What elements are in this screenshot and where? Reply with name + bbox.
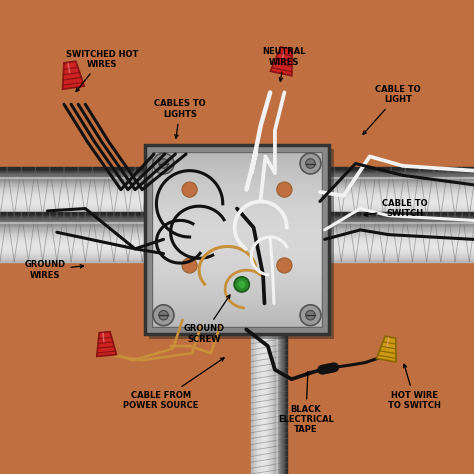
Circle shape bbox=[182, 258, 197, 273]
Circle shape bbox=[300, 153, 321, 174]
Bar bbox=[145, 145, 329, 334]
Text: GROUND
SCREW: GROUND SCREW bbox=[183, 295, 230, 344]
Text: CABLE TO
LIGHT: CABLE TO LIGHT bbox=[363, 85, 421, 134]
Circle shape bbox=[153, 305, 174, 326]
Polygon shape bbox=[63, 61, 84, 89]
Text: CABLE FROM
POWER SOURCE: CABLE FROM POWER SOURCE bbox=[123, 358, 224, 410]
Text: HOT WIRE
TO SWITCH: HOT WIRE TO SWITCH bbox=[388, 364, 441, 410]
Bar bbox=[149, 149, 334, 339]
Circle shape bbox=[159, 310, 168, 320]
Text: GROUND
WIRES: GROUND WIRES bbox=[25, 261, 83, 280]
Circle shape bbox=[234, 277, 249, 292]
Polygon shape bbox=[376, 336, 396, 362]
Text: CABLES TO
LIGHTS: CABLES TO LIGHTS bbox=[155, 100, 206, 138]
Circle shape bbox=[182, 182, 197, 197]
Text: NEUTRAL
WIRES: NEUTRAL WIRES bbox=[263, 47, 306, 81]
Text: CABLE TO
SWITCH: CABLE TO SWITCH bbox=[365, 199, 428, 218]
Text: BLACK
ELECTRICAL
TAPE: BLACK ELECTRICAL TAPE bbox=[278, 372, 334, 434]
Circle shape bbox=[306, 310, 315, 320]
Polygon shape bbox=[270, 47, 292, 76]
Circle shape bbox=[238, 281, 246, 288]
Polygon shape bbox=[97, 332, 117, 356]
Text: SWITCHED HOT
WIRES: SWITCHED HOT WIRES bbox=[66, 50, 138, 91]
Circle shape bbox=[277, 182, 292, 197]
Circle shape bbox=[277, 258, 292, 273]
Circle shape bbox=[159, 159, 168, 168]
Circle shape bbox=[153, 153, 174, 174]
Bar bbox=[152, 152, 322, 327]
Circle shape bbox=[300, 305, 321, 326]
Circle shape bbox=[306, 159, 315, 168]
